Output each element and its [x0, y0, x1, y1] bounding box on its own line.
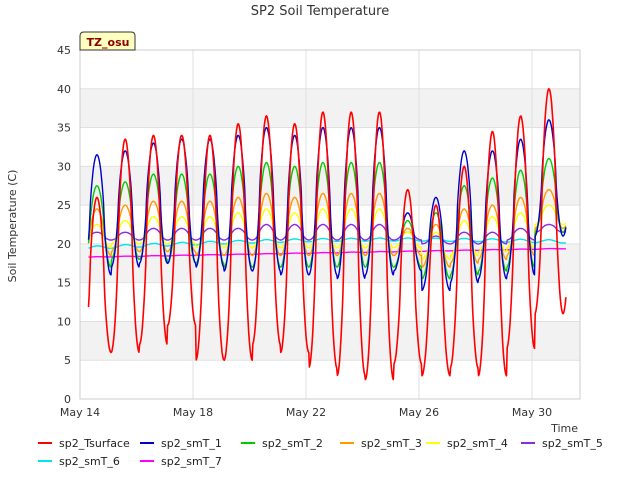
legend: sp2_Tsurface sp2_smT_1 sp2_smT_2 sp2_smT_3 s… — [38, 437, 603, 468]
y-tick-label: 15 — [57, 277, 71, 290]
x-tick-label: May 30 — [512, 406, 552, 419]
plot-frame — [79, 49, 581, 400]
legend-label: sp2_smT_1 — [161, 437, 222, 450]
y-tick-label: 45 — [57, 44, 71, 57]
y-tick-label: 5 — [64, 354, 71, 367]
legend-label: sp2_smT_4 — [447, 437, 508, 450]
badge-box — [79, 31, 136, 51]
legend-label: sp2_Tsurface — [59, 437, 130, 450]
series-line-sp2_Tsurface — [87, 88, 567, 381]
x-tick-label: May 14 — [60, 406, 100, 419]
legend-item-sp2_smT_2: sp2_smT_2 — [241, 437, 323, 450]
badge-label: TZ_osu — [87, 36, 130, 49]
legend-label: sp2_smT_3 — [361, 437, 422, 450]
legend-item-sp2_smT_1: sp2_smT_1 — [140, 437, 222, 450]
y-tick-label: 35 — [57, 122, 71, 135]
x-tick-label: May 22 — [286, 406, 326, 419]
y-tick-label: 40 — [57, 83, 71, 96]
chart-title: SP2 Soil Temperature — [251, 4, 389, 19]
series-layer — [87, 88, 567, 381]
x-tick-labels: May 14 May 18 May 22 May 26 May 30 — [60, 406, 552, 419]
legend-item-sp2_smT_7: sp2_smT_7 — [140, 455, 222, 468]
legend-label: sp2_smT_7 — [161, 455, 222, 468]
legend-item-sp2_Tsurface: sp2_Tsurface — [38, 437, 130, 450]
series-line-sp2_smT_7 — [88, 247, 566, 258]
y-tick-label: 30 — [57, 160, 71, 173]
legend-label: sp2_smT_2 — [262, 437, 323, 450]
plot-band — [80, 321, 580, 361]
legend-item-sp2_smT_5: sp2_smT_5 — [521, 437, 603, 450]
legend-item-sp2_smT_6: sp2_smT_6 — [38, 455, 120, 468]
y-tick-labels: 0 5 10 15 20 25 30 35 40 45 — [57, 44, 71, 406]
x-tick-label: May 26 — [399, 406, 439, 419]
legend-item-sp2_smT_4: sp2_smT_4 — [426, 437, 508, 450]
y-tick-label: 0 — [64, 393, 71, 406]
y-tick-label: 25 — [57, 199, 71, 212]
legend-item-sp2_smT_3: sp2_smT_3 — [340, 437, 422, 450]
y-tick-label: 10 — [57, 315, 71, 328]
x-tick-label: May 18 — [173, 406, 213, 419]
y-axis-label: Soil Temperature (C) — [6, 170, 19, 283]
x-axis-label: Time — [550, 422, 578, 435]
plot-band — [80, 88, 580, 128]
timezone-badge: TZ_osu — [79, 31, 136, 51]
legend-label: sp2_smT_5 — [542, 437, 603, 450]
legend-label: sp2_smT_6 — [59, 455, 120, 468]
y-tick-label: 20 — [57, 238, 71, 251]
